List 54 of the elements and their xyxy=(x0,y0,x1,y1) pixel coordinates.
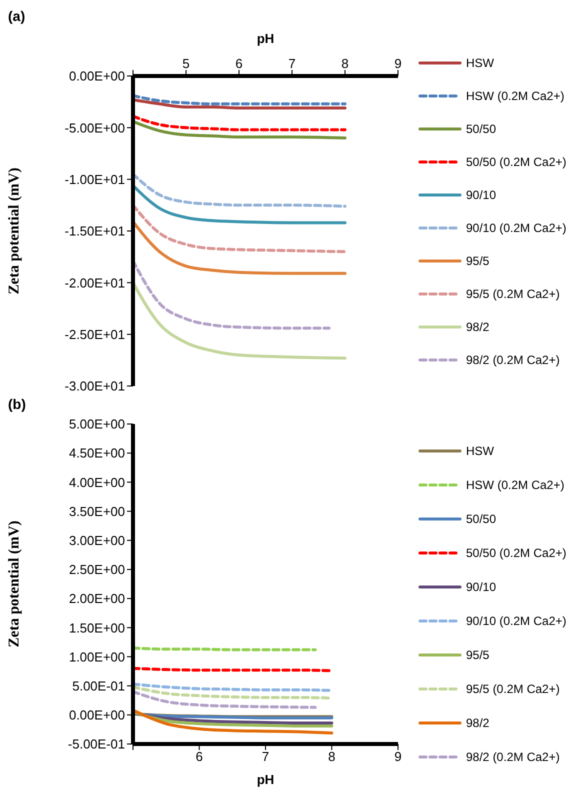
y-tick-label: -2.50E+01 xyxy=(64,326,125,342)
legend-label: 90/10 (0.2M Ca2+) xyxy=(466,220,566,234)
legend-label: 95/5 (0.2M Ca2+) xyxy=(466,286,560,300)
legend-label: 50/50 xyxy=(466,122,496,136)
y-tick-label: 2.00E+00 xyxy=(68,591,125,606)
x-tick-label: 8 xyxy=(341,56,349,71)
x-axis-title: pH xyxy=(256,31,274,46)
y-tick-label: 0.00E+00 xyxy=(68,708,125,723)
y-tick-label: -1.00E+01 xyxy=(64,172,125,187)
y-tick-label: 3.00E+00 xyxy=(68,532,125,548)
y-axis-title: Zeta potential (mV) xyxy=(6,520,22,648)
legend-label: 95/5 xyxy=(466,254,490,268)
legend-label: 98/2 (0.2M Ca2+) xyxy=(466,352,560,366)
y-tick-label: -2.00E+01 xyxy=(64,275,125,290)
x-tick-label: 8 xyxy=(328,749,336,764)
legend-label: HSW xyxy=(466,56,494,70)
x-axis-title: pH xyxy=(256,772,274,787)
legend-label: 90/10 xyxy=(466,188,496,202)
legend-label: 98/2 xyxy=(466,716,490,730)
y-axis-title: Zeta potential (mV) xyxy=(6,168,22,294)
y-tick-label: -1.50E+01 xyxy=(64,224,125,239)
y-tick-label: 4.00E+00 xyxy=(68,474,125,490)
y-tick-label: 4.50E+00 xyxy=(68,446,125,461)
x-tick-label: 7 xyxy=(262,749,270,764)
legend-label: 98/2 (0.2M Ca2+) xyxy=(466,750,560,764)
text: (a) xyxy=(8,8,26,26)
x-tick-label: 9 xyxy=(394,749,402,764)
y-tick-label: 5.00E-01 xyxy=(72,678,125,694)
legend-label: HSW (0.2M Ca2+) xyxy=(466,88,564,102)
y-tick-label: 3.50E+00 xyxy=(68,504,125,519)
y-tick-label: -5.00E+00 xyxy=(64,120,125,136)
legend-label: 95/5 xyxy=(466,648,490,662)
x-tick-label: 7 xyxy=(288,56,296,71)
y-tick-label: 1.00E+00 xyxy=(68,649,125,664)
x-tick-label: 6 xyxy=(196,749,203,764)
y-tick-label: 5.00E+00 xyxy=(68,416,125,432)
y-tick-label: -3.00E+01 xyxy=(64,378,125,394)
y-tick-label: 1.50E+00 xyxy=(68,620,125,636)
x-tick-label: 6 xyxy=(235,56,243,71)
text: (b) xyxy=(8,396,27,414)
x-tick-label: 9 xyxy=(394,56,402,71)
legend-label: 50/50 (0.2M Ca2+) xyxy=(466,546,566,560)
y-tick-label: 2.50E+00 xyxy=(68,562,125,578)
legend-label: HSW xyxy=(466,444,494,458)
legend-label: HSW (0.2M Ca2+) xyxy=(466,478,564,492)
legend-label: 98/2 xyxy=(466,320,490,334)
legend-label: 95/5 (0.2M Ca2+) xyxy=(466,682,560,696)
y-tick-label: -5.00E-01 xyxy=(68,736,125,752)
y-tick-label: 0.00E+00 xyxy=(68,68,125,84)
legend-label: 50/50 (0.2M Ca2+) xyxy=(466,154,566,168)
x-tick-label: 5 xyxy=(182,56,190,71)
legend-label: 90/10 (0.2M Ca2+) xyxy=(466,614,566,628)
legend-label: 50/50 xyxy=(466,512,496,526)
legend-label: 90/10 xyxy=(466,580,496,594)
